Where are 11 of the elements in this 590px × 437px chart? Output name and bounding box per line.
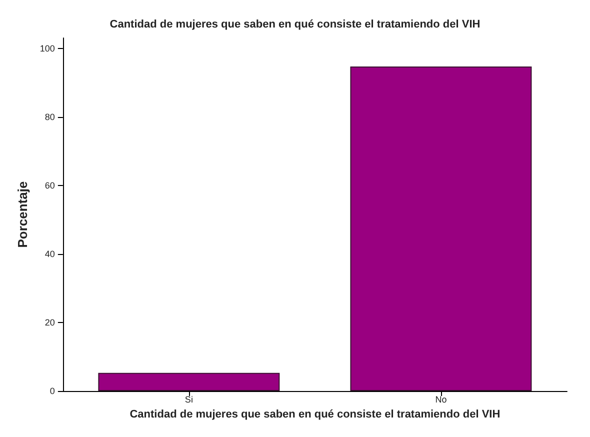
x-axis-title: Cantidad de mujeres que saben en qué consiste el tratamiendo del VIH xyxy=(130,408,500,420)
y-tick-label: 0 xyxy=(50,386,55,396)
y-tick-label: 80 xyxy=(44,112,55,122)
chart-title: Cantidad de mujeres que saben en qué consiste el tratamiendo del VIH xyxy=(110,18,480,30)
y-tick-label: 20 xyxy=(44,317,55,328)
x-tick-label: Si xyxy=(184,394,193,404)
x-tick-label: No xyxy=(435,394,447,404)
y-tick-label: 40 xyxy=(44,248,55,259)
y-tick-label: 60 xyxy=(44,180,55,190)
y-axis-title: Porcentaje xyxy=(15,181,30,248)
y-tick-label: 100 xyxy=(40,43,55,54)
